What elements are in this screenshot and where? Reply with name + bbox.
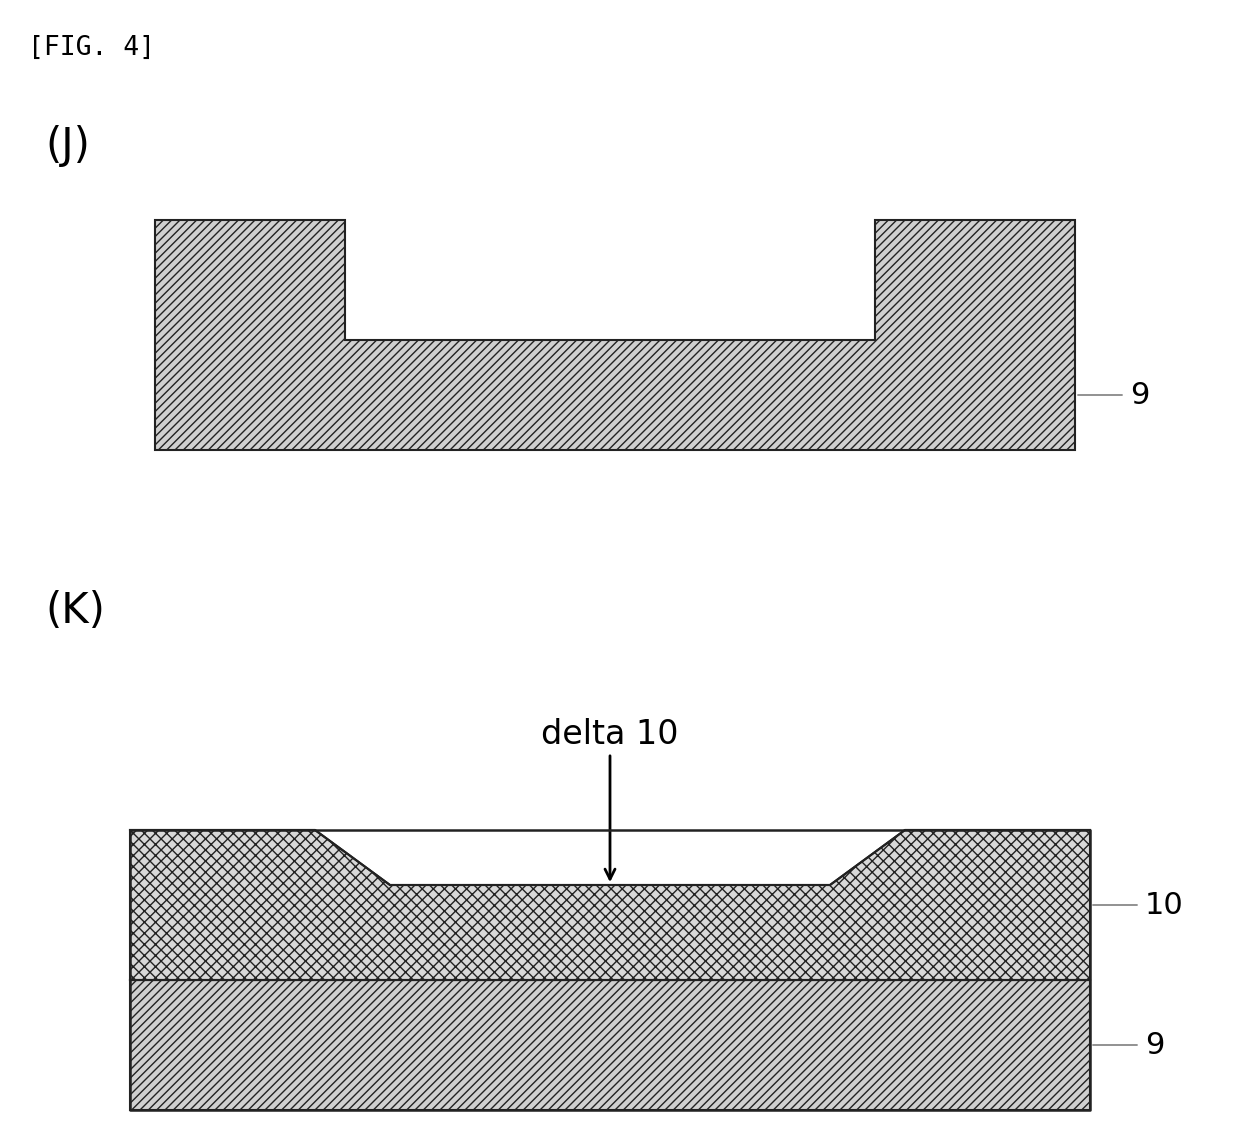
Polygon shape xyxy=(155,220,1075,450)
Text: (J): (J) xyxy=(45,125,89,167)
Text: (K): (K) xyxy=(45,590,105,631)
Polygon shape xyxy=(130,830,1090,980)
Text: delta 10: delta 10 xyxy=(541,719,678,752)
Text: [FIG. 4]: [FIG. 4] xyxy=(29,36,155,61)
Text: 9: 9 xyxy=(1130,380,1149,409)
Text: 9: 9 xyxy=(1145,1030,1164,1060)
Text: 10: 10 xyxy=(1145,890,1184,919)
Polygon shape xyxy=(130,980,1090,1110)
